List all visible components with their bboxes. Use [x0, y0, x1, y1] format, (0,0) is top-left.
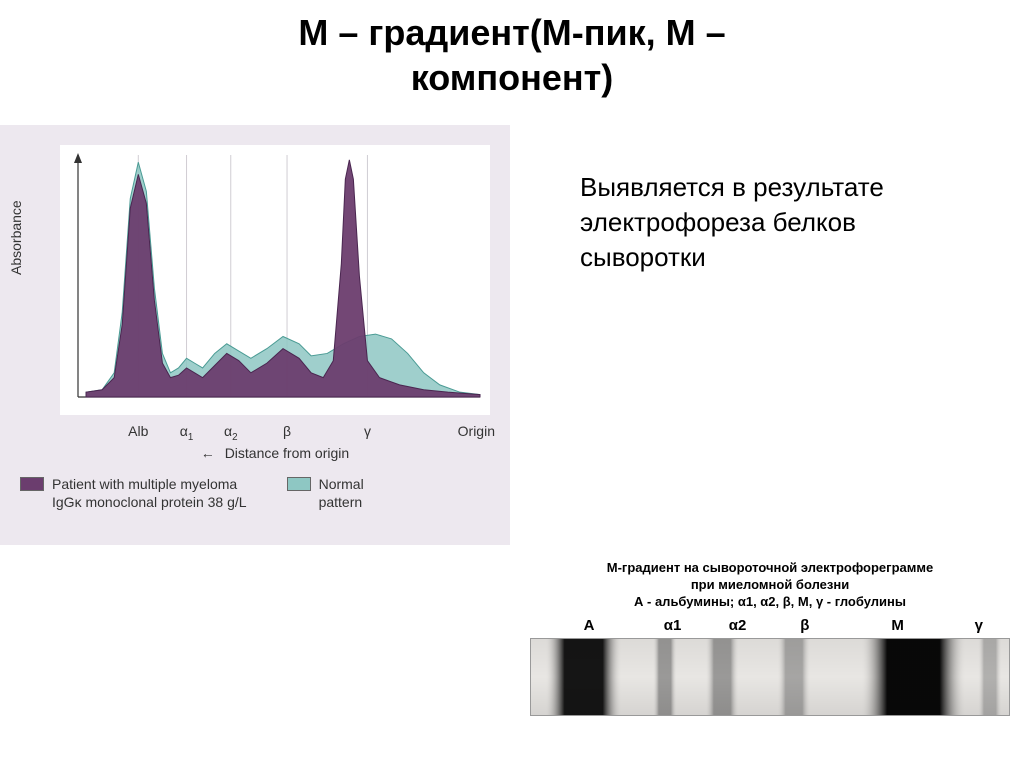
legend-normal-l1: Normal [319, 476, 364, 492]
electrophoresis-chart: Absorbance Alb α1 α2 β γ Origin ← Distance f… [0, 125, 510, 545]
chart-legend: Patient with multiple myeloma IgGκ monoc… [20, 475, 500, 511]
legend-patient-swatch [20, 477, 44, 491]
chart-xlabel-text: Distance from origin [225, 445, 350, 461]
gel-caption-l1: М-градиент на сывороточной электрофорегр… [607, 560, 933, 575]
title-line1: М – градиент(М-пик, М – [298, 12, 725, 53]
title-line2: компонент) [411, 57, 614, 98]
legend-patient-l1: Patient with multiple myeloma [52, 476, 237, 492]
legend-patient: Patient with multiple myeloma IgGκ monoc… [20, 475, 247, 511]
body-text: Выявляется в результате электрофореза бе… [580, 170, 980, 275]
gel-lane-label: α1 [640, 617, 705, 634]
chart-svg [60, 145, 490, 415]
chart-ylabel: Absorbance [8, 200, 24, 275]
gel-electrophoregram: М-градиент на сывороточной электрофорегр… [530, 560, 1010, 721]
gel-lane-labels: Aα1α2βMγ [530, 617, 1010, 638]
arrow-left-icon: ← [201, 445, 215, 461]
chart-xtick: α1 [180, 423, 194, 443]
legend-patient-l2: IgGκ monoclonal protein 38 g/L [52, 494, 247, 510]
gel-caption-l2: при миеломной болезни [691, 577, 849, 592]
gel-lane-label: α2 [705, 617, 770, 634]
gel-caption-l3: А - альбумины; α1, α2, β, М, γ - глобули… [634, 594, 906, 609]
chart-xtick: β [283, 423, 291, 439]
chart-xtick: γ [364, 423, 371, 439]
slide-title: М – градиент(М-пик, М – компонент) [0, 10, 1024, 100]
chart-plot-area [60, 145, 490, 415]
legend-normal: Normal pattern [287, 475, 364, 511]
gel-lane-label: A [538, 617, 640, 634]
legend-normal-swatch [287, 477, 311, 491]
gel-caption: М-градиент на сывороточной электрофорегр… [530, 560, 1010, 611]
chart-xtick: α2 [224, 423, 238, 443]
gel-lane-label: β [770, 617, 840, 634]
chart-xtick: Alb [128, 423, 148, 439]
legend-normal-l2: pattern [319, 494, 363, 510]
chart-xlabel: ← Distance from origin [60, 445, 490, 461]
gel-lane-label: M [840, 617, 956, 634]
gel-lane-label: γ [956, 617, 1002, 634]
gel-strip [530, 638, 1010, 716]
chart-origin-label: Origin [458, 423, 495, 439]
